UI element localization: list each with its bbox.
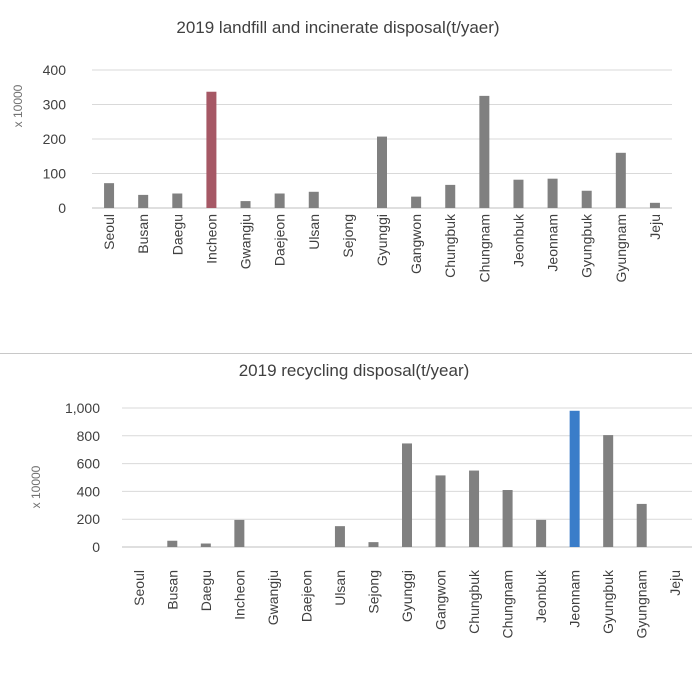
bar-busan: [167, 540, 178, 547]
landfill-incinerate-chart: 2019 landfill and incinerate disposal(t/…: [11, 18, 672, 283]
bar-chungbuk: [469, 470, 480, 547]
recycling-chart: 2019 recycling disposal(t/year) 0 200 400 6…: [29, 361, 692, 639]
category-label: Gangwon: [433, 570, 449, 630]
category-label: Daegu: [198, 570, 214, 611]
y-axis-unit-label: x 10000: [11, 84, 25, 127]
bar-gyungbuk: [603, 435, 614, 547]
bar-gwangju: [240, 201, 251, 208]
bar-daegu: [172, 193, 183, 208]
category-label: Gwangju: [265, 570, 281, 625]
bar-sejong: [368, 542, 379, 547]
category-label: Chungbuk: [466, 569, 482, 634]
category-label: Busan: [164, 570, 180, 610]
y-tick-labels: 0 100 200 300 400: [43, 62, 67, 216]
y-tick-labels: 0 200 400 600 800 1,000: [65, 400, 100, 555]
category-label: Jeonnam: [567, 570, 583, 628]
bar-daegu: [200, 543, 211, 547]
category-label: Jeonbuk: [510, 213, 526, 267]
category-label: Ulsan: [332, 570, 348, 606]
y-tick-label: 600: [77, 456, 101, 472]
y-tick-label: 0: [92, 539, 100, 555]
bar-gyunggi: [377, 136, 387, 208]
bar-gyungnam: [636, 503, 647, 547]
category-label: Daejeon: [298, 570, 314, 622]
category-label: Gyungbuk: [579, 213, 595, 278]
divider: [0, 353, 692, 354]
category-labels: Seoul Busan Daegu Incheon Gwangju Daejeon Ulsa…: [131, 569, 683, 638]
category-label: Seoul: [131, 570, 147, 606]
bar-jeonbuk: [536, 519, 547, 547]
category-labels: Seoul Busan Daegu Incheon Gwangju Daejeon Ulsa…: [101, 213, 663, 282]
bar-incheon: [206, 91, 217, 208]
y-tick-label: 0: [58, 200, 66, 216]
category-label: Gyunggi: [374, 214, 390, 266]
bar-jeju: [649, 202, 660, 208]
bar-ulsan: [334, 526, 345, 547]
y-axis-unit-label: x 10000: [29, 465, 43, 508]
category-label: Gwangju: [238, 214, 254, 269]
category-label: Incheon: [231, 570, 247, 620]
category-label: Gyungnam: [634, 570, 650, 638]
bar-chungbuk: [445, 184, 456, 208]
category-label: Gyungbuk: [600, 569, 616, 634]
bar-gangwon: [435, 475, 446, 547]
category-label: Jeju: [667, 570, 683, 596]
category-label: Gyungnam: [613, 214, 629, 282]
y-tick-label: 100: [43, 166, 67, 182]
chart-title: 2019 recycling disposal(t/year): [239, 361, 470, 380]
category-label: Daegu: [169, 214, 185, 255]
y-tick-label: 200: [43, 131, 67, 147]
category-label: Sejong: [340, 214, 356, 258]
category-label: Gangwon: [408, 214, 424, 274]
category-label: Sejong: [365, 570, 381, 614]
category-label: Ulsan: [306, 214, 322, 250]
y-tick-label: 1,000: [65, 400, 100, 416]
bar-gyunggi: [402, 443, 412, 547]
bars: [104, 91, 660, 208]
category-label: Jeonnam: [545, 214, 561, 272]
category-label: Daejeon: [272, 214, 288, 266]
category-label: Jeonbuk: [533, 569, 549, 623]
bar-gyungbuk: [581, 190, 592, 208]
category-label: Chungnam: [500, 570, 516, 639]
y-tick-label: 200: [77, 511, 101, 527]
bar-daejeon: [274, 193, 285, 208]
bar-jeonbuk: [513, 179, 524, 208]
bar-chungnam: [479, 95, 490, 208]
chart-title: 2019 landfill and incinerate disposal(t/…: [176, 18, 499, 37]
bar-gyungnam: [615, 152, 626, 208]
bar-busan: [138, 194, 149, 208]
bar-jeonnam: [547, 178, 558, 208]
bar-jeonnam: [569, 410, 580, 547]
bar-incheon: [234, 519, 245, 547]
category-label: Jeju: [647, 214, 663, 240]
bar-seoul: [104, 183, 115, 208]
y-tick-label: 800: [77, 428, 101, 444]
y-tick-label: 400: [77, 483, 101, 499]
bar-ulsan: [308, 191, 319, 208]
category-label: Chungnam: [476, 214, 492, 283]
bars: [167, 410, 647, 547]
category-label: Busan: [135, 214, 151, 254]
category-label: Seoul: [101, 214, 117, 250]
category-label: Gyunggi: [399, 570, 415, 622]
bar-chungnam: [502, 490, 513, 547]
bar-gangwon: [411, 196, 422, 208]
category-label: Incheon: [203, 214, 219, 264]
category-label: Chungbuk: [442, 213, 458, 278]
y-tick-label: 300: [43, 97, 67, 113]
y-tick-label: 400: [43, 62, 67, 78]
